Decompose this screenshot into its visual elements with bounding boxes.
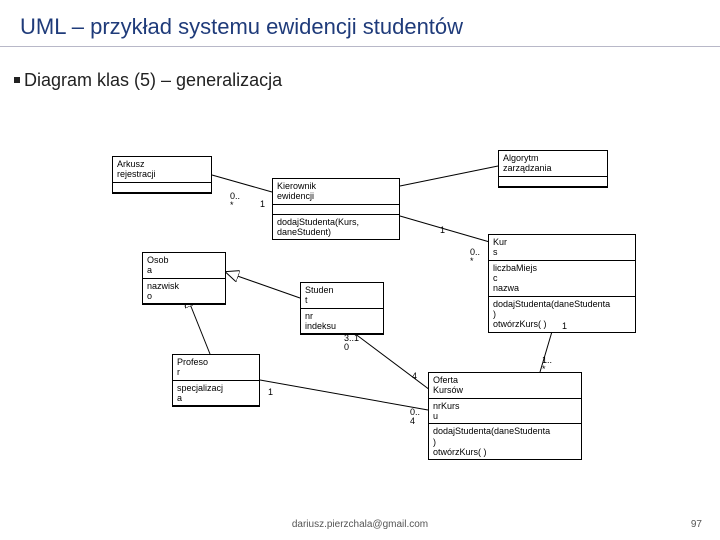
- class-attrs: liczbaMiejscnazwa: [489, 261, 635, 297]
- page-number: 97: [691, 519, 702, 530]
- class-name: Osoba: [143, 253, 225, 279]
- mult-label: 1..*: [542, 356, 552, 375]
- mult-label: 1: [440, 226, 445, 235]
- mult-label: 1: [268, 388, 273, 397]
- class-profesor: Profesor specjalizacja: [172, 354, 260, 407]
- class-name: OfertaKursów: [429, 373, 581, 399]
- mult-label: 1: [562, 322, 567, 331]
- class-algorytm-zarzadzania: Algorytmzarządzania: [498, 150, 608, 188]
- class-osoba: Osoba nazwisko: [142, 252, 226, 305]
- class-student: Student nrindeksu: [300, 282, 384, 335]
- footer-email: dariusz.pierzchala@gmail.com: [0, 519, 720, 530]
- class-kurs: Kurs liczbaMiejscnazwa dodajStudenta(dan…: [488, 234, 636, 333]
- class-attrs: specjalizacja: [173, 381, 259, 407]
- class-name: Arkuszrejestracji: [113, 157, 211, 183]
- class-name: Algorytmzarządzania: [499, 151, 607, 177]
- mult-label: 0..*: [230, 192, 240, 211]
- mult-label: 4: [412, 372, 417, 381]
- class-attrs: nazwisko: [143, 279, 225, 305]
- class-name: Kurs: [489, 235, 635, 261]
- class-attrs: [499, 177, 607, 187]
- class-kierownik-ewidencji: Kierownikewidencji dodajStudenta(Kurs,da…: [272, 178, 400, 240]
- class-attrs: [113, 183, 211, 193]
- class-name: Profesor: [173, 355, 259, 381]
- class-oferta-kursow: OfertaKursów nrKursu dodajStudenta(daneS…: [428, 372, 582, 460]
- class-name: Kierownikewidencji: [273, 179, 399, 205]
- class-attrs: nrKursu: [429, 399, 581, 425]
- class-ops: dodajStudenta(Kurs,daneStudent): [273, 215, 399, 240]
- class-ops: dodajStudenta(daneStudenta)otwórzKurs( ): [429, 424, 581, 459]
- class-attrs: nrindeksu: [301, 309, 383, 335]
- mult-label: 3..10: [344, 334, 359, 353]
- class-arkusz-rejestracji: Arkuszrejestracji: [112, 156, 212, 194]
- class-attrs: [273, 205, 399, 215]
- class-name: Student: [301, 283, 383, 309]
- mult-label: 0..4: [410, 408, 420, 427]
- mult-label: 0..*: [470, 248, 480, 267]
- mult-label: 1: [260, 200, 265, 209]
